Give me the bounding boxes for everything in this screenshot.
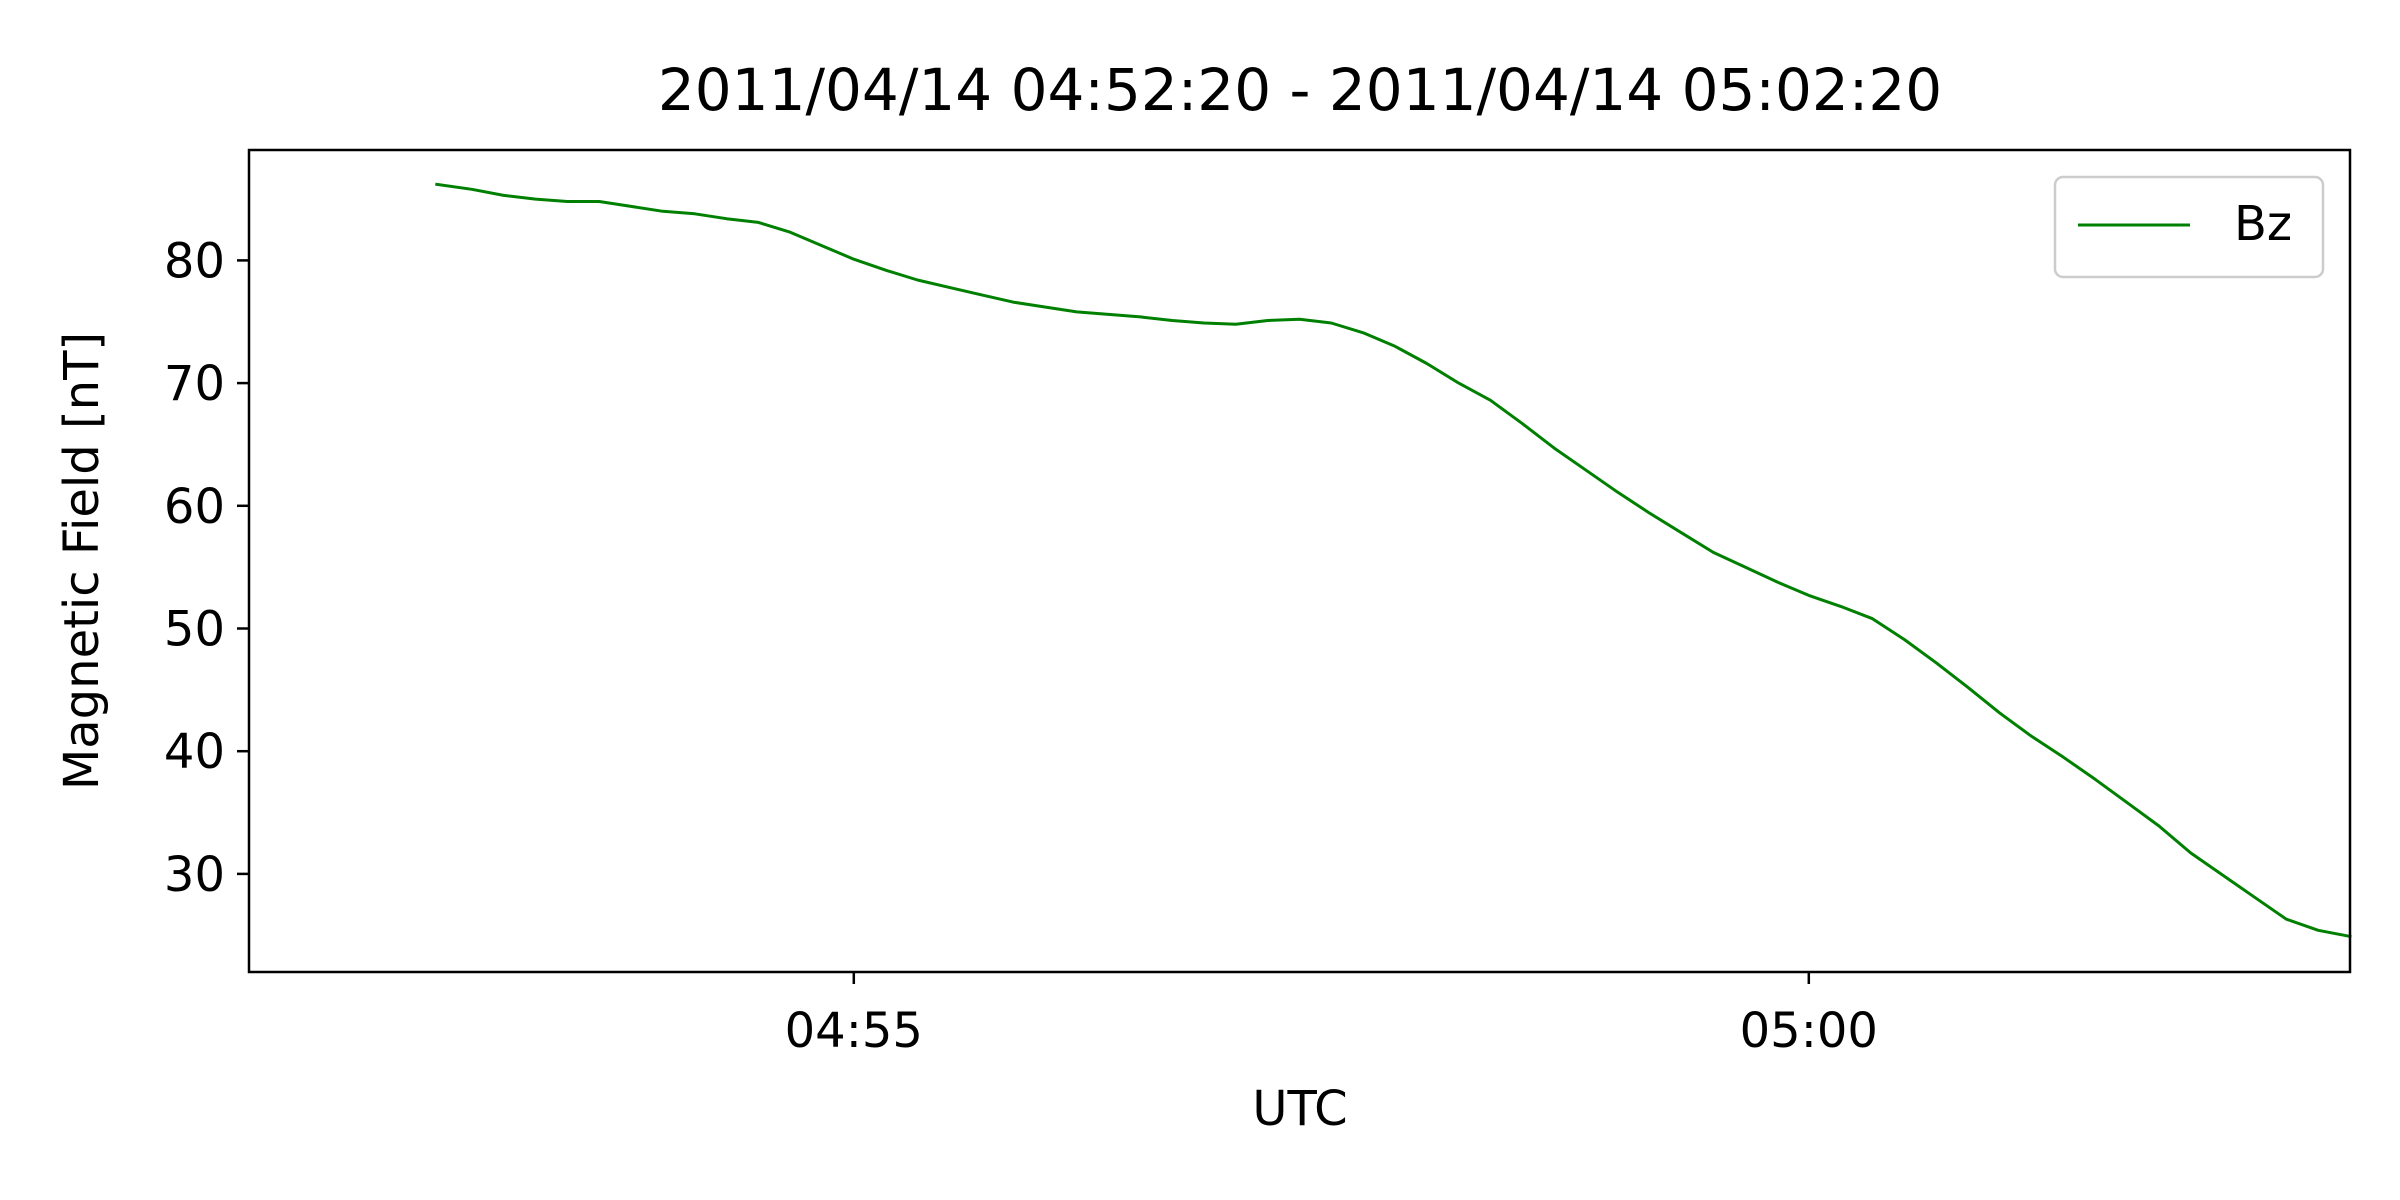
- data-point: [1075, 310, 1079, 314]
- data-point: [661, 209, 665, 213]
- data-point: [725, 217, 729, 221]
- data-point: [1234, 322, 1238, 326]
- chart-title: 2011/04/14 04:52:20 - 2011/04/14 05:02:2…: [658, 56, 1942, 124]
- data-point: [629, 204, 633, 208]
- data-point: [1425, 362, 1429, 366]
- data-point: [2253, 895, 2257, 899]
- legend: Bz: [2053, 175, 2325, 279]
- data-point: [1170, 319, 1174, 323]
- data-point: [1711, 550, 1715, 554]
- data-point: [1202, 321, 1206, 325]
- data-point: [470, 187, 474, 191]
- data-point: [2221, 873, 2225, 877]
- data-point: [565, 200, 569, 204]
- y-tick-label: 30: [164, 847, 225, 903]
- data-point: [1552, 446, 1556, 450]
- data-point: [1011, 300, 1015, 304]
- data-point: [1457, 381, 1461, 385]
- data-point: [1520, 422, 1524, 426]
- plot-area: [435, 182, 2352, 939]
- series-line-bz: [435, 182, 2352, 939]
- data-point: [852, 257, 856, 261]
- data-point: [1807, 593, 1811, 597]
- x-tick-label: 05:00: [1740, 1003, 1878, 1059]
- data-point: [1298, 317, 1302, 321]
- data-point: [2316, 928, 2320, 932]
- data-point: [1616, 490, 1620, 494]
- data-point: [2284, 917, 2288, 921]
- y-tick-label: 70: [164, 356, 225, 412]
- data-point: [1775, 580, 1779, 584]
- data-point: [947, 285, 951, 289]
- data-point: [884, 268, 888, 272]
- data-point: [1743, 565, 1747, 569]
- x-tick-label: 04:55: [785, 1003, 923, 1059]
- data-point: [788, 230, 792, 234]
- data-point: [1361, 331, 1365, 335]
- data-point: [1138, 315, 1142, 319]
- data-point: [435, 182, 439, 186]
- data-point: [916, 278, 920, 282]
- data-point: [2125, 801, 2129, 805]
- data-point: [2030, 734, 2034, 738]
- data-point: [2062, 755, 2066, 759]
- x-axis-label: UTC: [1252, 1081, 1347, 1137]
- data-point: [1584, 468, 1588, 472]
- data-point: [1934, 661, 1938, 665]
- y-tick-label: 40: [164, 724, 225, 780]
- data-point: [502, 193, 506, 197]
- data-point: [1871, 617, 1875, 621]
- axis-ticks: 30 40 50 60 70 80 04:55 05:00: [164, 233, 1878, 1059]
- data-point: [693, 212, 697, 216]
- legend-box: [2053, 175, 2325, 279]
- data-point: [534, 197, 538, 201]
- data-point: [1393, 344, 1397, 348]
- data-point: [597, 200, 601, 204]
- y-tick-label: 80: [164, 233, 225, 289]
- data-point: [2093, 777, 2097, 781]
- y-tick-label: 50: [164, 602, 225, 658]
- data-point: [1902, 638, 1906, 642]
- data-point: [2157, 824, 2161, 828]
- data-point: [1107, 312, 1111, 316]
- data-point: [1648, 511, 1652, 515]
- data-point: [1266, 319, 1270, 323]
- data-point: [1839, 604, 1843, 608]
- data-point: [979, 293, 983, 297]
- y-tick-label: 60: [164, 479, 225, 535]
- data-point: [756, 220, 760, 224]
- data-point: [1998, 711, 2002, 715]
- y-axis-label: Magnetic Field [nT]: [54, 332, 110, 790]
- axes-frame: [247, 148, 2352, 974]
- data-point: [1043, 305, 1047, 309]
- data-point: [1329, 321, 1333, 325]
- legend-label-bz: Bz: [2234, 196, 2292, 252]
- data-point: [1489, 398, 1493, 402]
- data-point: [2189, 851, 2193, 855]
- data-point: [1966, 685, 1970, 689]
- data-point: [820, 244, 824, 248]
- data-point: [1680, 531, 1684, 535]
